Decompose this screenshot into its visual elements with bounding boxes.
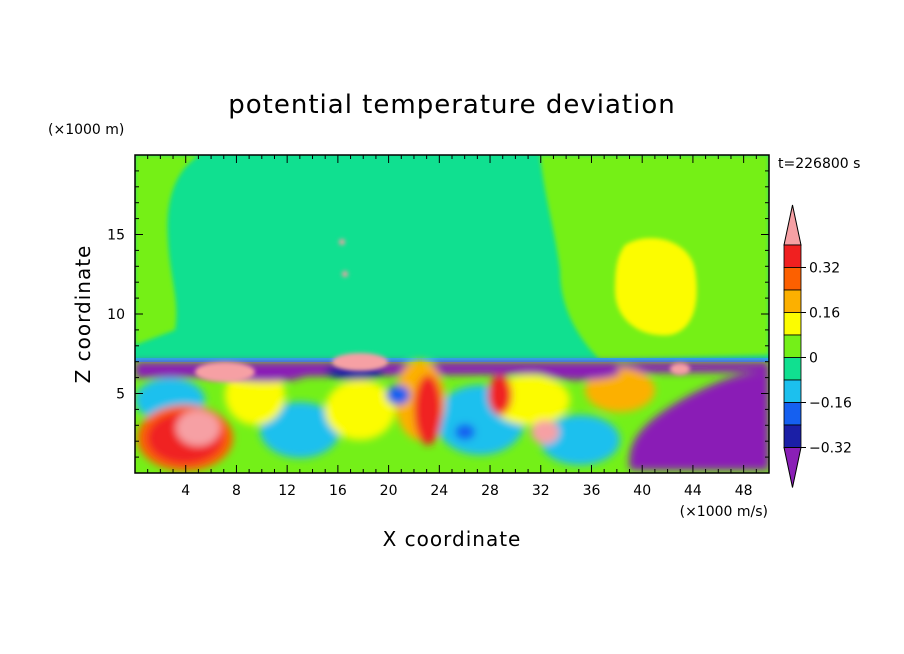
x-tick-label: 8 — [232, 483, 241, 499]
cyan-patch — [260, 402, 340, 458]
contour-field — [135, 155, 769, 473]
yellow-patch — [325, 380, 395, 440]
colorbar-label: 0 — [809, 351, 818, 367]
cold-region-small — [540, 364, 620, 380]
colorbar-label: 0.32 — [809, 261, 840, 277]
x-tick-label: 36 — [583, 483, 601, 499]
x-axis-ticks: 4 8 12 16 20 24 28 32 36 40 44 48 — [147, 155, 757, 499]
y-tick-label: 5 — [116, 387, 125, 403]
upper-left-warm-region — [135, 155, 200, 345]
x-tick-label: 4 — [181, 483, 190, 499]
x-axis-label: X coordinate — [383, 527, 522, 551]
x-tick-label: 48 — [735, 483, 753, 499]
x-tick-label: 40 — [633, 483, 651, 499]
y-tick-label: 15 — [107, 228, 125, 244]
warm-bubble — [670, 363, 690, 375]
time-label: t=226800 s — [778, 156, 860, 172]
colorbar-segment — [783, 402, 802, 426]
colorbar-upper-arrow — [783, 204, 802, 246]
colorbar-segment — [783, 379, 802, 403]
colorbar-segment — [783, 312, 802, 336]
warm-core — [414, 375, 442, 445]
colorbar-segment — [783, 289, 802, 313]
warm-core — [531, 420, 559, 444]
y-axis-unit: (×1000 m) — [48, 122, 124, 138]
colorbar-label: −0.16 — [809, 396, 852, 412]
x-tick-label: 12 — [278, 483, 296, 499]
x-axis-unit: (×1000 m/s) — [680, 504, 768, 520]
x-tick-label: 44 — [684, 483, 702, 499]
colorbar-lower-arrow — [783, 447, 802, 488]
blue-patch — [455, 424, 475, 440]
x-tick-label: 24 — [430, 483, 448, 499]
warm-bubble — [339, 239, 345, 245]
x-tick-label: 20 — [380, 483, 398, 499]
warm-bubble — [195, 362, 255, 382]
colorbar-label: 0.16 — [809, 306, 840, 322]
colorbar-segment — [783, 334, 802, 358]
colorbar: 0.32 0.16 0 −0.16 −0.32 — [783, 204, 852, 488]
orange-patch — [585, 368, 655, 412]
colorbar-segment — [783, 357, 802, 381]
colorbar-segment — [783, 244, 802, 268]
warm-patch — [615, 238, 697, 336]
x-tick-label: 28 — [481, 483, 499, 499]
blue-patch — [386, 385, 410, 405]
cold-region-lower-right — [629, 372, 769, 470]
warm-core — [488, 375, 512, 415]
y-axis-ticks: 5 10 15 — [107, 170, 769, 458]
warm-core — [176, 410, 220, 446]
colorbar-segment — [783, 424, 802, 448]
y-tick-label: 10 — [107, 307, 125, 323]
warm-bubble — [342, 271, 348, 277]
x-tick-label: 16 — [329, 483, 347, 499]
colorbar-label: −0.32 — [809, 441, 852, 457]
warm-bubble — [332, 353, 388, 371]
chart-title: potential temperature deviation — [228, 90, 675, 120]
y-axis-label: Z coordinate — [71, 245, 95, 384]
colorbar-segment — [783, 267, 802, 291]
x-tick-label: 32 — [532, 483, 550, 499]
cyan-patch — [540, 415, 620, 465]
